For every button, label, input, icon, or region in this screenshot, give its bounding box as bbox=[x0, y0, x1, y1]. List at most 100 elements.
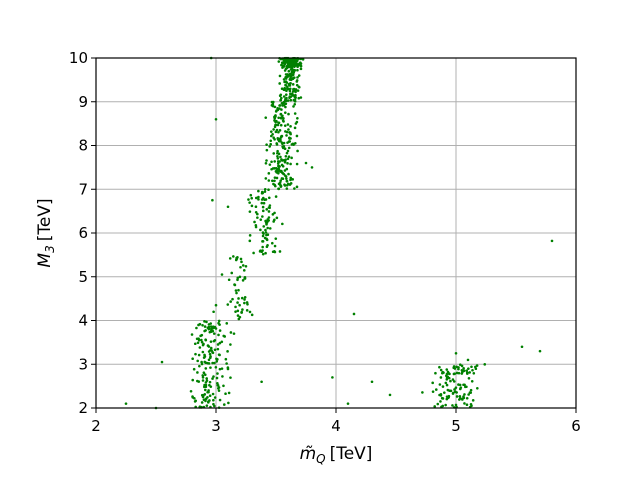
data-point bbox=[458, 383, 462, 387]
data-point bbox=[279, 117, 283, 120]
data-point bbox=[284, 93, 288, 96]
data-point bbox=[454, 386, 458, 389]
data-point bbox=[467, 377, 471, 380]
data-point bbox=[204, 338, 207, 342]
data-point bbox=[234, 310, 237, 313]
data-point bbox=[461, 398, 464, 401]
data-point bbox=[275, 176, 279, 180]
data-point bbox=[268, 145, 272, 148]
data-point bbox=[261, 249, 264, 252]
data-point bbox=[220, 340, 224, 344]
data-point bbox=[295, 83, 299, 87]
data-point bbox=[209, 356, 212, 359]
data-point bbox=[226, 303, 230, 306]
data-point bbox=[457, 367, 460, 371]
data-point bbox=[284, 130, 287, 133]
data-point bbox=[278, 82, 281, 85]
data-point bbox=[262, 201, 266, 205]
data-point bbox=[229, 300, 232, 303]
data-point bbox=[291, 73, 295, 77]
data-point bbox=[452, 372, 456, 376]
data-point bbox=[283, 64, 286, 68]
data-point bbox=[291, 77, 295, 80]
data-point bbox=[278, 250, 282, 253]
y-tick-label: 8 bbox=[78, 137, 88, 155]
data-point bbox=[445, 383, 449, 387]
data-point bbox=[224, 392, 227, 396]
data-point bbox=[284, 174, 287, 178]
data-point bbox=[295, 185, 299, 189]
data-point bbox=[216, 347, 220, 351]
data-point bbox=[208, 399, 211, 402]
data-point bbox=[200, 360, 203, 364]
data-point bbox=[273, 244, 277, 248]
data-point bbox=[226, 205, 230, 209]
data-point bbox=[222, 403, 226, 406]
data-point bbox=[192, 367, 196, 371]
data-point bbox=[465, 385, 468, 389]
data-point bbox=[214, 303, 218, 307]
data-point bbox=[465, 396, 469, 400]
data-point bbox=[301, 58, 305, 61]
data-point bbox=[285, 99, 288, 102]
data-point bbox=[281, 114, 284, 118]
data-point bbox=[286, 123, 290, 126]
data-point bbox=[453, 388, 456, 391]
data-point bbox=[475, 364, 479, 367]
data-point bbox=[214, 117, 218, 121]
data-point bbox=[283, 88, 286, 92]
data-point bbox=[266, 226, 269, 230]
data-point bbox=[275, 128, 279, 132]
data-point bbox=[257, 195, 260, 199]
data-point bbox=[254, 196, 258, 200]
data-point bbox=[220, 273, 224, 276]
data-point bbox=[294, 142, 297, 145]
data-point bbox=[265, 143, 268, 146]
data-point bbox=[233, 283, 236, 286]
data-point bbox=[263, 190, 267, 193]
data-point bbox=[274, 123, 278, 127]
data-point bbox=[282, 100, 286, 104]
data-point bbox=[439, 368, 443, 372]
data-point bbox=[205, 320, 208, 324]
data-point bbox=[296, 89, 300, 92]
data-point bbox=[291, 178, 295, 181]
data-point bbox=[289, 131, 292, 135]
data-point bbox=[280, 63, 283, 67]
data-point bbox=[210, 330, 213, 333]
data-point bbox=[248, 210, 252, 213]
data-point bbox=[444, 403, 447, 407]
data-point bbox=[197, 339, 201, 342]
data-point bbox=[231, 297, 234, 301]
data-point bbox=[289, 178, 292, 182]
data-point bbox=[250, 204, 254, 208]
data-point bbox=[295, 120, 299, 124]
data-point bbox=[260, 380, 263, 384]
data-point bbox=[277, 121, 280, 124]
data-point bbox=[296, 117, 299, 120]
data-point bbox=[229, 343, 232, 346]
data-point bbox=[273, 218, 276, 222]
data-point bbox=[209, 346, 213, 350]
data-point bbox=[212, 375, 215, 378]
data-point bbox=[441, 397, 445, 400]
data-point bbox=[304, 161, 308, 165]
data-point bbox=[202, 371, 206, 375]
data-point bbox=[203, 353, 206, 357]
data-point bbox=[271, 179, 274, 183]
data-point bbox=[281, 145, 284, 148]
data-point bbox=[240, 296, 244, 300]
data-point bbox=[289, 125, 292, 128]
data-point bbox=[211, 392, 215, 396]
data-point bbox=[290, 70, 294, 74]
grid bbox=[95, 57, 577, 409]
data-point bbox=[241, 308, 244, 311]
data-point bbox=[451, 392, 455, 395]
data-point bbox=[279, 179, 283, 182]
data-point bbox=[215, 360, 219, 363]
data-point bbox=[232, 255, 235, 258]
data-point bbox=[216, 343, 220, 346]
data-point bbox=[276, 160, 280, 163]
data-point bbox=[434, 388, 438, 391]
y-tick-label: 5 bbox=[78, 268, 88, 286]
